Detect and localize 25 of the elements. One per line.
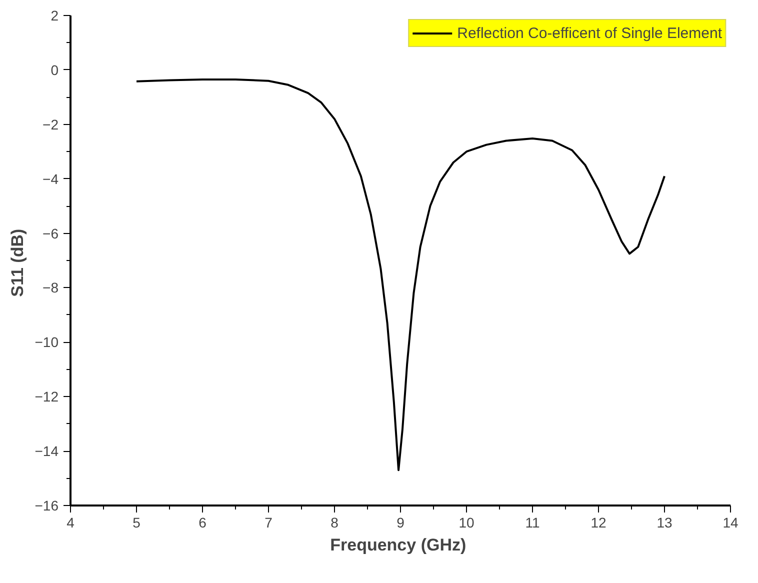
x-tick-label: 14 (722, 514, 738, 530)
y-tick-label: 0 (50, 62, 59, 78)
legend-label: Reflection Co-efficent of Single Element (457, 24, 722, 42)
x-tick-label: 8 (330, 514, 339, 530)
y-tick-label: −10 (34, 334, 59, 350)
x-tick-label: 6 (198, 514, 207, 530)
y-tick-label: −2 (42, 116, 59, 132)
y-axis-title: S11 (dB) (8, 228, 27, 297)
x-tick-label: 12 (590, 514, 606, 530)
x-tick-label: 5 (132, 514, 141, 530)
y-tick-label: −12 (34, 388, 59, 405)
y-tick-label: −8 (42, 280, 59, 296)
y-tick-label: −16 (34, 498, 59, 514)
x-tick-label: 11 (525, 514, 540, 530)
y-tick-label: −4 (42, 170, 59, 187)
x-tick-label: 7 (264, 514, 273, 530)
x-tick-label: 9 (396, 514, 405, 530)
x-tick-label: 13 (656, 514, 672, 530)
x-axis-title: Frequency (GHz) (330, 536, 466, 554)
x-tick-label: 10 (458, 514, 474, 530)
y-tick-label: −6 (42, 225, 59, 242)
x-tick-label: 4 (66, 514, 75, 530)
y-tick-label: −14 (34, 443, 59, 460)
y-tick-label: 2 (50, 8, 59, 24)
line-series (136, 78, 666, 472)
